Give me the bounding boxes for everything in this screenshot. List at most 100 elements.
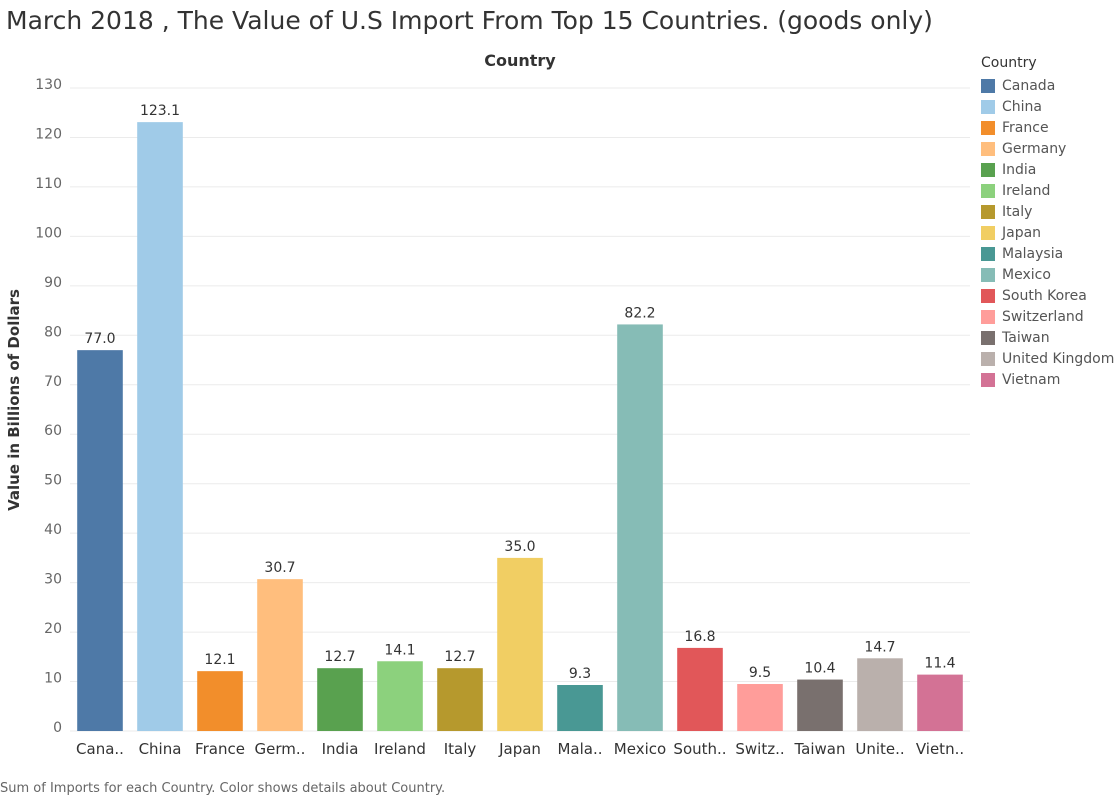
x-tick-label: Switz.. (735, 740, 784, 758)
data-label: 14.1 (384, 642, 415, 658)
legend-swatch (981, 183, 995, 198)
data-label: 9.5 (749, 665, 771, 681)
legend-label: India (1002, 161, 1037, 178)
bar-malaysia (557, 685, 603, 731)
legend: Country Canada China France Germany India Ire… (981, 55, 1114, 390)
data-label: 16.8 (684, 629, 715, 645)
legend-label: China (1002, 98, 1042, 115)
x-tick-label: France (195, 740, 245, 758)
legend-title: Country (981, 55, 1037, 71)
legend-swatch (981, 288, 995, 303)
legend-item: Japan (981, 222, 1114, 243)
x-tick-label: Italy (444, 740, 477, 758)
bar-china (137, 122, 183, 731)
legend-item: Canada (981, 75, 1114, 96)
bar-germany (257, 579, 303, 731)
bar-vietnam (917, 674, 963, 731)
x-tick-label: India (322, 740, 359, 758)
bar-mexico (617, 324, 663, 731)
data-label: 12.7 (324, 649, 355, 665)
y-tick-label: 110 (35, 176, 62, 192)
chart-footer: Sum of Imports for each Country. Color s… (0, 781, 446, 796)
legend-swatch (981, 78, 995, 93)
legend-swatch (981, 267, 995, 282)
y-tick-label: 70 (44, 374, 62, 390)
column-header: Country (484, 51, 556, 70)
bars (77, 122, 963, 731)
bar-ireland (377, 661, 423, 731)
legend-item: United Kingdom (981, 348, 1114, 369)
x-tick-label: China (139, 740, 182, 758)
x-axis-ticks: Cana.. China France Germ.. India Ireland Italy… (76, 740, 964, 758)
legend-swatch (981, 372, 995, 387)
legend-item: Germany (981, 138, 1114, 159)
x-tick-label: Vietn.. (916, 740, 964, 758)
legend-item: Ireland (981, 180, 1114, 201)
x-tick-label: Mala.. (557, 740, 602, 758)
legend-item: France (981, 117, 1114, 138)
data-label: 35.0 (504, 539, 535, 555)
legend-swatch (981, 309, 995, 324)
data-label: 14.7 (864, 639, 895, 655)
legend-label: Ireland (1002, 182, 1051, 199)
legend-label: Switzerland (1002, 308, 1084, 325)
bar-switzerland (737, 684, 783, 731)
x-tick-label: South.. (673, 740, 726, 758)
y-tick-label: 80 (44, 324, 62, 340)
legend-label: South Korea (1002, 287, 1087, 304)
chart-title: March 2018 , The Value of U.S Import Fro… (6, 6, 933, 35)
legend-label: Vietnam (1002, 371, 1061, 388)
y-tick-label: 120 (35, 126, 62, 142)
legend-label: Malaysia (1002, 245, 1064, 262)
y-tick-label: 90 (44, 275, 62, 291)
legend-label: Italy (1002, 203, 1033, 220)
legend-swatch (981, 99, 995, 114)
x-tick-label: Ireland (374, 740, 426, 758)
legend-item: Vietnam (981, 369, 1114, 390)
y-tick-label: 10 (44, 671, 62, 687)
data-label: 82.2 (624, 305, 655, 321)
legend-swatch (981, 330, 995, 345)
bar-south-korea (677, 647, 723, 731)
legend-swatch (981, 141, 995, 156)
bar-italy (437, 668, 483, 731)
y-axis-ticks: 0 10 20 30 40 50 60 70 80 90 100 110 120 130 (35, 77, 62, 736)
x-tick-label: Japan (498, 740, 541, 758)
legend-swatch (981, 225, 995, 240)
y-tick-label: 130 (35, 77, 62, 93)
legend-item: Switzerland (981, 306, 1114, 327)
legend-item: China (981, 96, 1114, 117)
legend-item: Taiwan (981, 327, 1114, 348)
y-tick-label: 20 (44, 621, 62, 637)
x-tick-label: Taiwan (793, 740, 845, 758)
bar-canada (77, 350, 123, 731)
legend-label: Canada (1002, 77, 1056, 94)
y-axis-label: Value in Billions of Dollars (5, 289, 23, 511)
legend-swatch (981, 204, 995, 219)
bar-india (317, 668, 363, 731)
bar-united-kingdom (857, 658, 903, 731)
bar-taiwan (797, 679, 843, 731)
y-tick-label: 40 (44, 522, 62, 538)
legend-label: France (1002, 119, 1049, 136)
data-label: 123.1 (140, 103, 180, 119)
y-tick-label: 50 (44, 473, 62, 489)
data-label: 11.4 (924, 656, 955, 672)
y-tick-label: 30 (44, 572, 62, 588)
x-tick-label: Cana.. (76, 740, 124, 758)
legend-swatch (981, 246, 995, 261)
data-label: 77.0 (84, 331, 115, 347)
legend-swatch (981, 120, 995, 135)
data-label: 12.1 (204, 652, 235, 668)
x-tick-label: Mexico (614, 740, 666, 758)
legend-item: Malaysia (981, 243, 1114, 264)
data-label: 9.3 (569, 666, 591, 682)
y-tick-label: 0 (53, 720, 62, 736)
legend-label: Taiwan (1002, 329, 1050, 346)
data-label: 30.7 (264, 560, 295, 576)
legend-label: Germany (1002, 140, 1067, 157)
x-tick-label: Germ.. (255, 740, 306, 758)
legend-swatch (981, 351, 995, 366)
data-label: 12.7 (444, 649, 475, 665)
legend-item: India (981, 159, 1114, 180)
